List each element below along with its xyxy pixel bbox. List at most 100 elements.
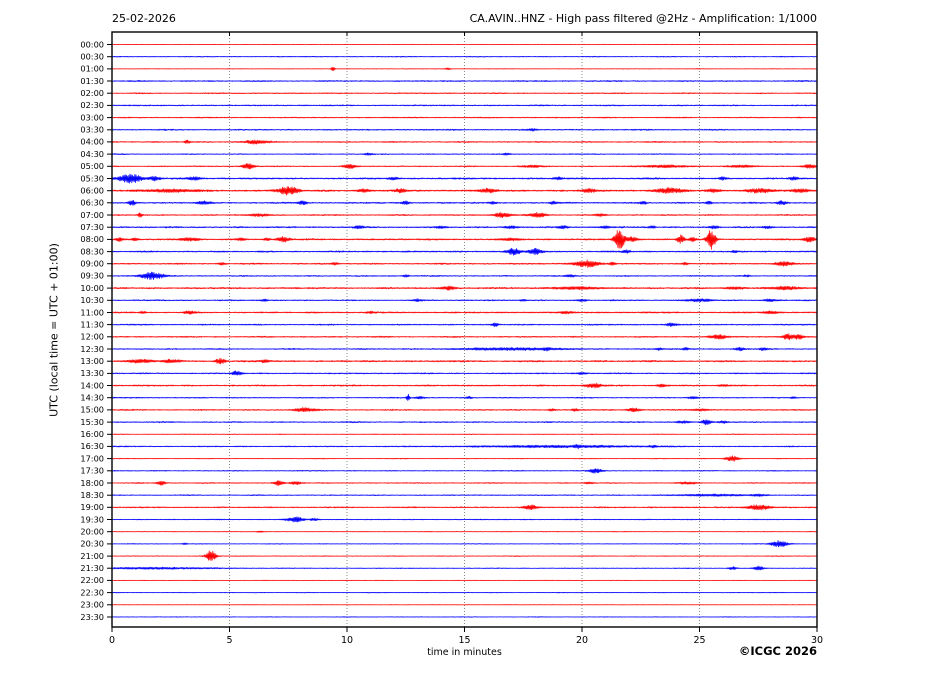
y-tick-label: 12:00 <box>80 332 104 342</box>
trace-row <box>112 444 817 450</box>
trace-row <box>112 230 817 250</box>
trace-row <box>112 152 817 156</box>
y-tick-label: 11:30 <box>80 319 104 329</box>
trace-row <box>112 346 817 352</box>
trace-row <box>112 285 817 291</box>
y-tick-label: 13:30 <box>80 368 104 378</box>
trace-row <box>112 104 817 107</box>
y-tick-label: 06:00 <box>80 186 104 196</box>
trace-row <box>112 322 817 328</box>
y-tick-label: 06:30 <box>80 198 104 208</box>
y-tick-label: 23:30 <box>80 612 104 622</box>
trace-row <box>112 139 817 145</box>
x-axis-ticks: 0 5 10 15 20 25 30 <box>109 627 823 646</box>
trace-row <box>112 433 817 436</box>
x-axis-label: time in minutes <box>427 647 502 658</box>
trace-row <box>112 616 817 618</box>
plot-date-title: 25-02-2026 <box>112 12 176 25</box>
trace-row <box>112 357 817 365</box>
y-tick-label: 21:00 <box>80 551 104 561</box>
y-tick-label: 04:00 <box>80 137 104 147</box>
trace-row <box>112 271 817 280</box>
y-tick-label: 15:00 <box>80 405 104 415</box>
trace-row <box>112 259 817 268</box>
trace-row <box>112 298 817 303</box>
trace-row <box>112 79 817 83</box>
y-tick-label: 22:30 <box>80 587 104 597</box>
y-tick-label: 00:00 <box>80 39 104 49</box>
trace-row <box>112 200 817 206</box>
x-tick-label: 30 <box>811 635 823 646</box>
trace-row <box>112 516 817 523</box>
x-tick-label: 20 <box>576 635 588 646</box>
y-tick-label: 23:00 <box>80 600 104 610</box>
trace-row <box>112 186 817 196</box>
y-tick-label: 08:30 <box>80 246 104 256</box>
trace-row <box>112 66 817 72</box>
trace-row <box>112 393 817 401</box>
y-tick-label: 02:00 <box>80 88 104 98</box>
trace-row <box>112 493 817 497</box>
trace-rows <box>112 43 817 618</box>
plot-frame <box>111 31 818 628</box>
trace-row <box>112 163 817 170</box>
x-tick-label: 10 <box>341 635 353 646</box>
y-tick-label: 09:30 <box>80 271 104 281</box>
trace-row <box>112 455 817 462</box>
y-tick-label: 22:00 <box>80 575 104 585</box>
y-tick-label: 12:30 <box>80 344 104 354</box>
y-tick-label: 19:00 <box>80 502 104 512</box>
y-tick-label: 16:30 <box>80 441 104 451</box>
y-tick-label: 04:30 <box>80 149 104 159</box>
y-tick-label: 16:00 <box>80 429 104 439</box>
y-tick-label: 19:30 <box>80 514 104 524</box>
y-tick-label: 21:30 <box>80 563 104 573</box>
y-tick-label: 20:00 <box>80 527 104 537</box>
trace-row <box>112 225 817 230</box>
trace-row <box>112 127 817 132</box>
y-tick-label: 01:00 <box>80 64 104 74</box>
trace-row <box>112 55 817 58</box>
y-tick-label: 09:00 <box>80 259 104 269</box>
trace-row <box>112 419 817 426</box>
y-tick-label: 18:30 <box>80 490 104 500</box>
trace-row <box>112 310 817 315</box>
y-tick-label: 01:30 <box>80 76 104 86</box>
y-tick-label: 05:00 <box>80 161 104 171</box>
trace-row <box>112 480 817 487</box>
x-tick-label: 0 <box>109 635 115 646</box>
copyright-credit: ©ICGC 2026 <box>738 644 817 658</box>
trace-row <box>112 370 817 376</box>
y-tick-label: 03:30 <box>80 125 104 135</box>
y-tick-label: 05:30 <box>80 173 104 183</box>
trace-row <box>112 565 817 571</box>
y-tick-label: 07:00 <box>80 210 104 220</box>
trace-row <box>112 579 817 582</box>
trace-row <box>112 604 817 606</box>
trace-row <box>112 530 817 533</box>
y-tick-label: 13:00 <box>80 356 104 366</box>
trace-row <box>112 92 817 95</box>
y-tick-label: 02:30 <box>80 100 104 110</box>
x-tick-label: 25 <box>693 635 705 646</box>
trace-row <box>112 591 817 594</box>
trace-row <box>112 116 817 119</box>
trace-row <box>112 504 817 511</box>
y-tick-label: 18:00 <box>80 478 104 488</box>
y-tick-label: 10:00 <box>80 283 104 293</box>
trace-row <box>112 382 817 389</box>
y-tick-label: 14:30 <box>80 393 104 403</box>
plot-station-title: CA.AVIN..HNZ - High pass filtered @2Hz -… <box>469 12 817 25</box>
trace-row <box>112 540 817 548</box>
y-tick-label: 14:00 <box>80 380 104 390</box>
trace-row <box>112 212 817 219</box>
trace-row <box>112 247 817 256</box>
y-tick-label: 10:30 <box>80 295 104 305</box>
trace-row <box>112 333 817 341</box>
y-tick-label: 17:30 <box>80 466 104 476</box>
trace-row <box>112 173 817 184</box>
trace-row <box>112 468 817 474</box>
trace-row <box>112 407 817 413</box>
x-tick-label: 15 <box>458 635 470 646</box>
